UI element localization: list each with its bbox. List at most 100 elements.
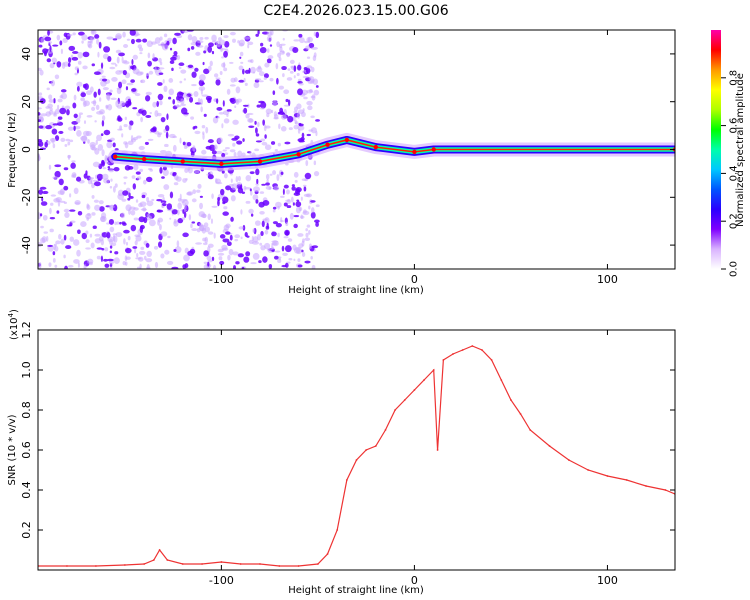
heatmap-speck (46, 87, 50, 91)
heatmap-speck (277, 52, 282, 58)
heatmap-speck (199, 37, 204, 40)
snr-point (336, 529, 339, 531)
heatmap-speck (49, 207, 52, 215)
heatmap-speck (278, 123, 281, 130)
heatmap-speck (240, 61, 244, 64)
heatmap-speck (297, 64, 302, 71)
heatmap-speck (111, 242, 117, 247)
heatmap-speck (260, 231, 264, 237)
heatmap-speck (301, 132, 305, 138)
heatmap-speck (174, 246, 182, 254)
heatmap-speck (172, 99, 176, 105)
heatmap-speck (254, 148, 260, 152)
heatmap-speck (199, 98, 203, 106)
heatmap-speck (177, 202, 182, 210)
heatmap-speck (207, 243, 214, 248)
heatmap-speck (293, 214, 300, 218)
heatmap-speck (127, 140, 134, 146)
heatmap-speck (123, 124, 128, 128)
heatmap-speck (141, 194, 146, 199)
heatmap-speck (122, 260, 126, 266)
heatmap-speck (242, 68, 245, 75)
heatmap-speck (59, 95, 64, 99)
heatmap-speck (147, 60, 152, 67)
heatmap-speck (265, 182, 270, 186)
heatmap-speck (297, 258, 301, 263)
heatmap-speck (58, 233, 62, 240)
heatmap-speck (56, 61, 62, 68)
heatmap-speck (222, 238, 230, 243)
heatmap-speck (136, 176, 142, 180)
heatmap-speck (104, 263, 110, 268)
heatmap-speck (275, 201, 282, 208)
heatmap-speck (189, 96, 194, 103)
snr-point (123, 564, 126, 566)
heatmap-speck (41, 197, 44, 202)
heatmap-speck (311, 94, 316, 101)
heatmap-speck (276, 174, 280, 182)
heatmap-speck (206, 255, 212, 261)
heatmap-speck (258, 71, 265, 77)
heatmap-speck (260, 245, 266, 251)
heatmap-speck (218, 256, 223, 261)
heatmap-speck (250, 66, 256, 74)
heatmap-speck (271, 231, 277, 237)
heatmap-speck (250, 262, 257, 265)
heatmap-speck (247, 44, 250, 49)
heatmap-speck (38, 189, 44, 195)
heatmap-speck (273, 117, 279, 120)
heatmap-speck (308, 42, 315, 49)
heatmap-speck (305, 45, 310, 50)
heatmap-speck (153, 245, 159, 250)
heatmap-speck (94, 238, 102, 244)
heatmap-speck (222, 149, 227, 152)
heatmap-speck (55, 108, 60, 115)
heatmap-speck (191, 71, 197, 78)
heatmap-speck (108, 204, 115, 209)
heatmap-speck (121, 198, 127, 202)
heatmap-speck (273, 255, 279, 260)
heatmap-speck (94, 204, 101, 211)
heatmap-speck (73, 94, 77, 101)
heatmap-speck (146, 197, 150, 202)
heatmap-speck (159, 61, 163, 66)
ridge-point (325, 142, 330, 147)
heatmap-speck (298, 206, 303, 212)
svg-text:(x104): (x104) (7, 309, 20, 340)
heatmap-speck (306, 100, 313, 106)
heatmap-speck (109, 137, 115, 142)
heatmap-speck (233, 265, 236, 269)
heatmap-speck (55, 240, 61, 245)
heatmap-speck (49, 63, 55, 69)
heatmap-speck (190, 116, 195, 120)
heatmap-speck (250, 190, 253, 196)
heatmap-speck (255, 33, 259, 37)
heatmap-speck (91, 106, 96, 112)
heatmap-speck (90, 242, 95, 249)
heatmap-speck (191, 36, 198, 44)
heatmap-speck (96, 38, 100, 45)
heatmap-speck (101, 247, 105, 251)
heatmap-speck (287, 68, 291, 72)
heatmap-speck (108, 169, 114, 173)
heatmap-speck (216, 107, 223, 111)
snr-point (442, 359, 445, 361)
heatmap-speck (268, 186, 272, 190)
heatmap-speck (131, 175, 136, 179)
heatmap-speck (116, 56, 120, 64)
heatmap-speck (207, 174, 214, 180)
heatmap-speck (207, 65, 212, 72)
heatmap-speck (298, 123, 304, 127)
heatmap-speck (169, 60, 175, 65)
heatmap-speck (260, 138, 266, 142)
heatmap-speck (294, 121, 299, 125)
heatmap-speck (102, 173, 109, 180)
heatmap-speck (115, 100, 120, 108)
heatmap-speck (139, 71, 144, 75)
heatmap-speck (222, 110, 230, 115)
heatmap-speck (69, 193, 72, 198)
heatmap-speck (279, 50, 286, 55)
heatmap-speck (310, 115, 315, 119)
heatmap-speck (129, 206, 136, 210)
heatmap-speck (313, 31, 316, 37)
